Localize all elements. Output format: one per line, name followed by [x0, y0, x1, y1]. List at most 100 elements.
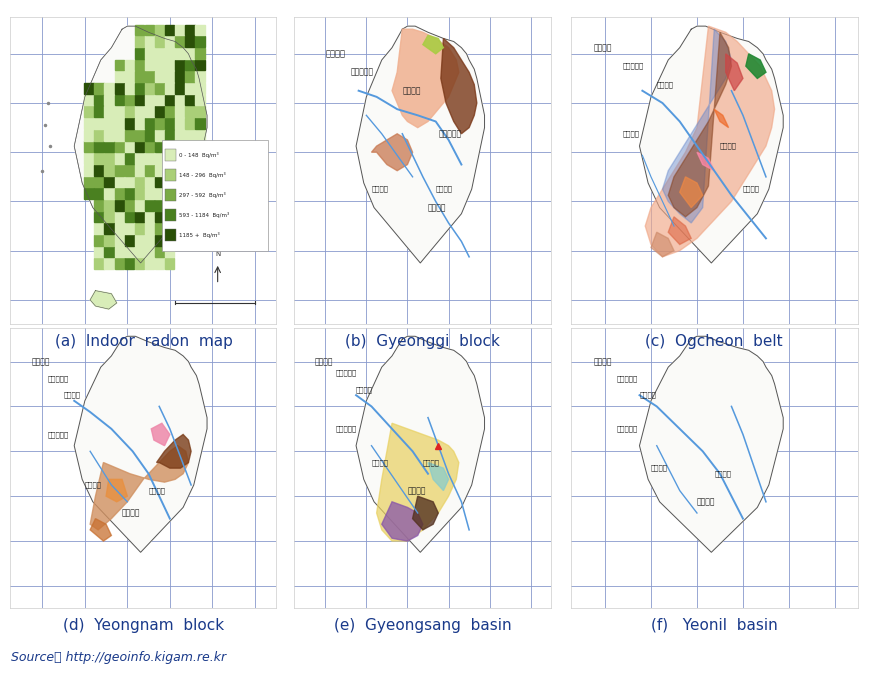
Bar [186, 200, 194, 211]
Bar [125, 188, 134, 199]
Polygon shape [74, 336, 207, 552]
Polygon shape [441, 39, 476, 134]
Text: 경상분지: 경상분지 [122, 508, 140, 518]
Bar [186, 223, 194, 234]
Text: (d)  Yeongnam  block: (d) Yeongnam block [64, 618, 224, 633]
Bar [135, 48, 144, 59]
Bar [155, 188, 165, 199]
Text: 경남육괴: 경남육괴 [372, 459, 388, 466]
Bar [165, 169, 177, 181]
Text: 안강분지: 안강분지 [714, 470, 732, 477]
Bar [84, 165, 93, 176]
Polygon shape [714, 109, 729, 128]
Bar [186, 83, 194, 94]
Bar [94, 141, 104, 152]
Polygon shape [376, 423, 459, 541]
Bar [175, 83, 185, 94]
Polygon shape [157, 435, 191, 468]
Bar [186, 106, 194, 117]
Bar [155, 118, 165, 129]
Text: 옥천습곡대: 옥천습곡대 [48, 431, 69, 438]
Bar [175, 106, 185, 117]
Text: 0 - 148  Bq/m³: 0 - 148 Bq/m³ [179, 152, 219, 158]
Bar [145, 106, 154, 117]
Bar [145, 37, 154, 47]
Bar [125, 258, 134, 269]
Bar [94, 118, 104, 129]
Text: 임진강분지: 임진강분지 [351, 68, 374, 77]
Text: 경기육괴: 경기육괴 [402, 87, 421, 95]
Bar [186, 165, 194, 176]
Bar [105, 130, 114, 141]
Bar [125, 72, 134, 82]
Bar [145, 235, 154, 246]
Bar [115, 258, 124, 269]
Bar [84, 118, 93, 129]
Bar [145, 24, 154, 35]
Bar [135, 176, 144, 187]
Bar [186, 37, 194, 47]
Bar [145, 118, 154, 129]
Bar [165, 149, 177, 162]
Bar [135, 95, 144, 105]
Bar [115, 223, 124, 234]
Bar [135, 24, 144, 35]
Bar [195, 24, 205, 35]
Bar [195, 106, 205, 117]
Bar [94, 165, 104, 176]
Bar [115, 176, 124, 187]
Text: 경남분지: 경남분지 [743, 186, 760, 193]
Bar [105, 212, 114, 222]
Bar [165, 106, 174, 117]
Bar [186, 141, 194, 152]
Bar [165, 37, 174, 47]
Text: 297 - 592  Bq/m³: 297 - 592 Bq/m³ [179, 192, 226, 198]
Bar [165, 212, 174, 222]
Bar [115, 188, 124, 199]
Text: 임진강분지: 임진강분지 [617, 375, 638, 382]
Bar [175, 37, 185, 47]
Bar [115, 72, 124, 82]
Bar [84, 106, 93, 117]
Bar [195, 72, 205, 82]
Text: 경상분지: 경상분지 [408, 486, 426, 495]
Text: 안강분지: 안강분지 [149, 487, 165, 494]
Bar [155, 83, 165, 94]
Bar [94, 153, 104, 164]
Polygon shape [746, 54, 766, 78]
Bar [155, 247, 165, 258]
Bar [145, 72, 154, 82]
Bar [135, 141, 144, 152]
Text: 148 - 296  Bq/m³: 148 - 296 Bq/m³ [179, 172, 226, 178]
Bar [175, 200, 185, 211]
Polygon shape [413, 496, 438, 530]
Bar [135, 235, 144, 246]
Bar [115, 235, 124, 246]
Bar [165, 130, 174, 141]
Bar [155, 258, 165, 269]
Bar [115, 247, 124, 258]
Bar [115, 83, 124, 94]
Bar [165, 176, 174, 187]
Text: 경남육괴: 경남육괴 [651, 465, 668, 471]
Text: Source： http://geoinfo.kigam.re.kr: Source： http://geoinfo.kigam.re.kr [11, 651, 226, 664]
Bar [175, 153, 185, 164]
Polygon shape [668, 217, 692, 245]
Bar [186, 130, 194, 141]
Bar [175, 48, 185, 59]
Bar [175, 212, 185, 222]
Bar [145, 153, 154, 164]
Bar [135, 130, 144, 141]
Bar [155, 37, 165, 47]
Polygon shape [639, 26, 783, 263]
Bar [84, 130, 93, 141]
Text: 옥천습곡대: 옥천습곡대 [438, 129, 462, 139]
Text: 경상분지: 경상분지 [428, 203, 447, 212]
Bar [165, 95, 174, 105]
Bar [125, 106, 134, 117]
Bar [175, 176, 185, 187]
Bar [195, 165, 205, 176]
Bar [135, 258, 144, 269]
Bar [135, 59, 144, 70]
Bar [195, 48, 205, 59]
